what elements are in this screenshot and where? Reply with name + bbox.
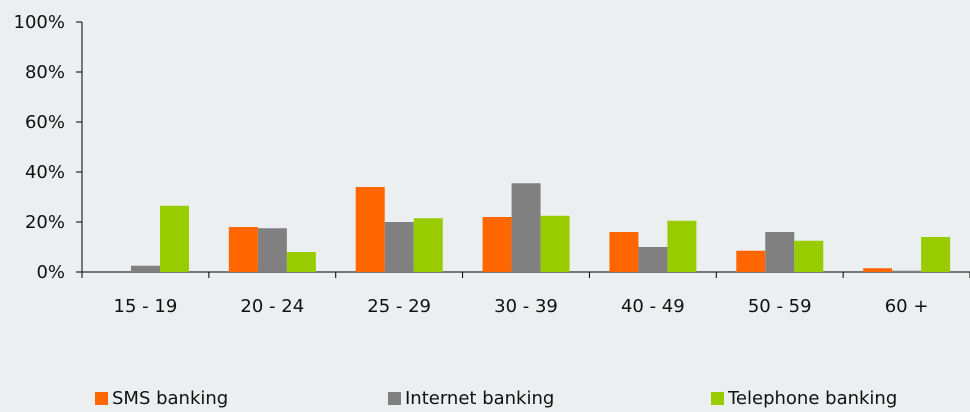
- bar-chart: 0% 20% 40% 60% 80% 100% 15 - 19 20 - 24 25 - 29 3…: [14, 12, 970, 317]
- legend-item-internet-banking: Internet banking: [388, 388, 554, 409]
- legend-swatch-sms: [95, 392, 108, 405]
- bar-sms-3: [482, 217, 512, 272]
- y-tick-label: 60%: [25, 112, 65, 133]
- x-tick-label: 40 - 49: [621, 296, 685, 317]
- y-tick-label: 0%: [36, 262, 65, 283]
- bar-internet-6: [892, 270, 922, 272]
- bar-sms-6: [863, 268, 893, 272]
- bar-internet-2: [384, 222, 414, 272]
- x-tick-label: 50 - 59: [748, 296, 812, 317]
- bar-telephone-1: [286, 252, 316, 272]
- bar-sms-2: [355, 187, 385, 272]
- y-tick-label: 80%: [25, 62, 65, 83]
- bar-telephone-0: [160, 205, 189, 272]
- legend: SMS banking Internet banking Telephone b…: [0, 388, 970, 412]
- y-tick-label: 100%: [14, 12, 65, 33]
- legend-label-internet: Internet banking: [405, 388, 555, 409]
- bar-internet-0: [131, 265, 160, 272]
- bar-sms-1: [228, 227, 258, 272]
- x-tick-label: 60 +: [885, 296, 929, 317]
- bar-telephone-6: [921, 237, 951, 272]
- bar-telephone-2: [413, 218, 443, 272]
- bar-sms-4: [609, 232, 639, 272]
- bar-telephone-5: [794, 240, 824, 272]
- bar-telephone-4: [667, 220, 697, 272]
- bar-telephone-3: [540, 215, 570, 272]
- legend-item-sms-banking: SMS banking: [95, 388, 228, 409]
- legend-label-telephone: Telephone banking: [728, 388, 898, 409]
- bar-internet-4: [638, 247, 668, 272]
- bar-sms-5: [736, 250, 766, 272]
- x-tick-label: 15 - 19: [114, 296, 178, 317]
- x-tick-label: 25 - 29: [367, 296, 431, 317]
- x-tick-label: 30 - 39: [494, 296, 558, 317]
- bar-internet-1: [257, 228, 287, 272]
- x-tick-label: 20 - 24: [240, 296, 304, 317]
- legend-swatch-internet: [388, 392, 401, 405]
- legend-label-sms: SMS banking: [112, 388, 229, 409]
- y-tick-label: 20%: [25, 212, 65, 233]
- bar-internet-5: [765, 232, 795, 272]
- y-tick-label: 40%: [25, 162, 65, 183]
- legend-swatch-telephone: [711, 392, 724, 405]
- legend-item-telephone-banking: Telephone banking: [711, 388, 897, 409]
- bar-internet-3: [511, 183, 541, 272]
